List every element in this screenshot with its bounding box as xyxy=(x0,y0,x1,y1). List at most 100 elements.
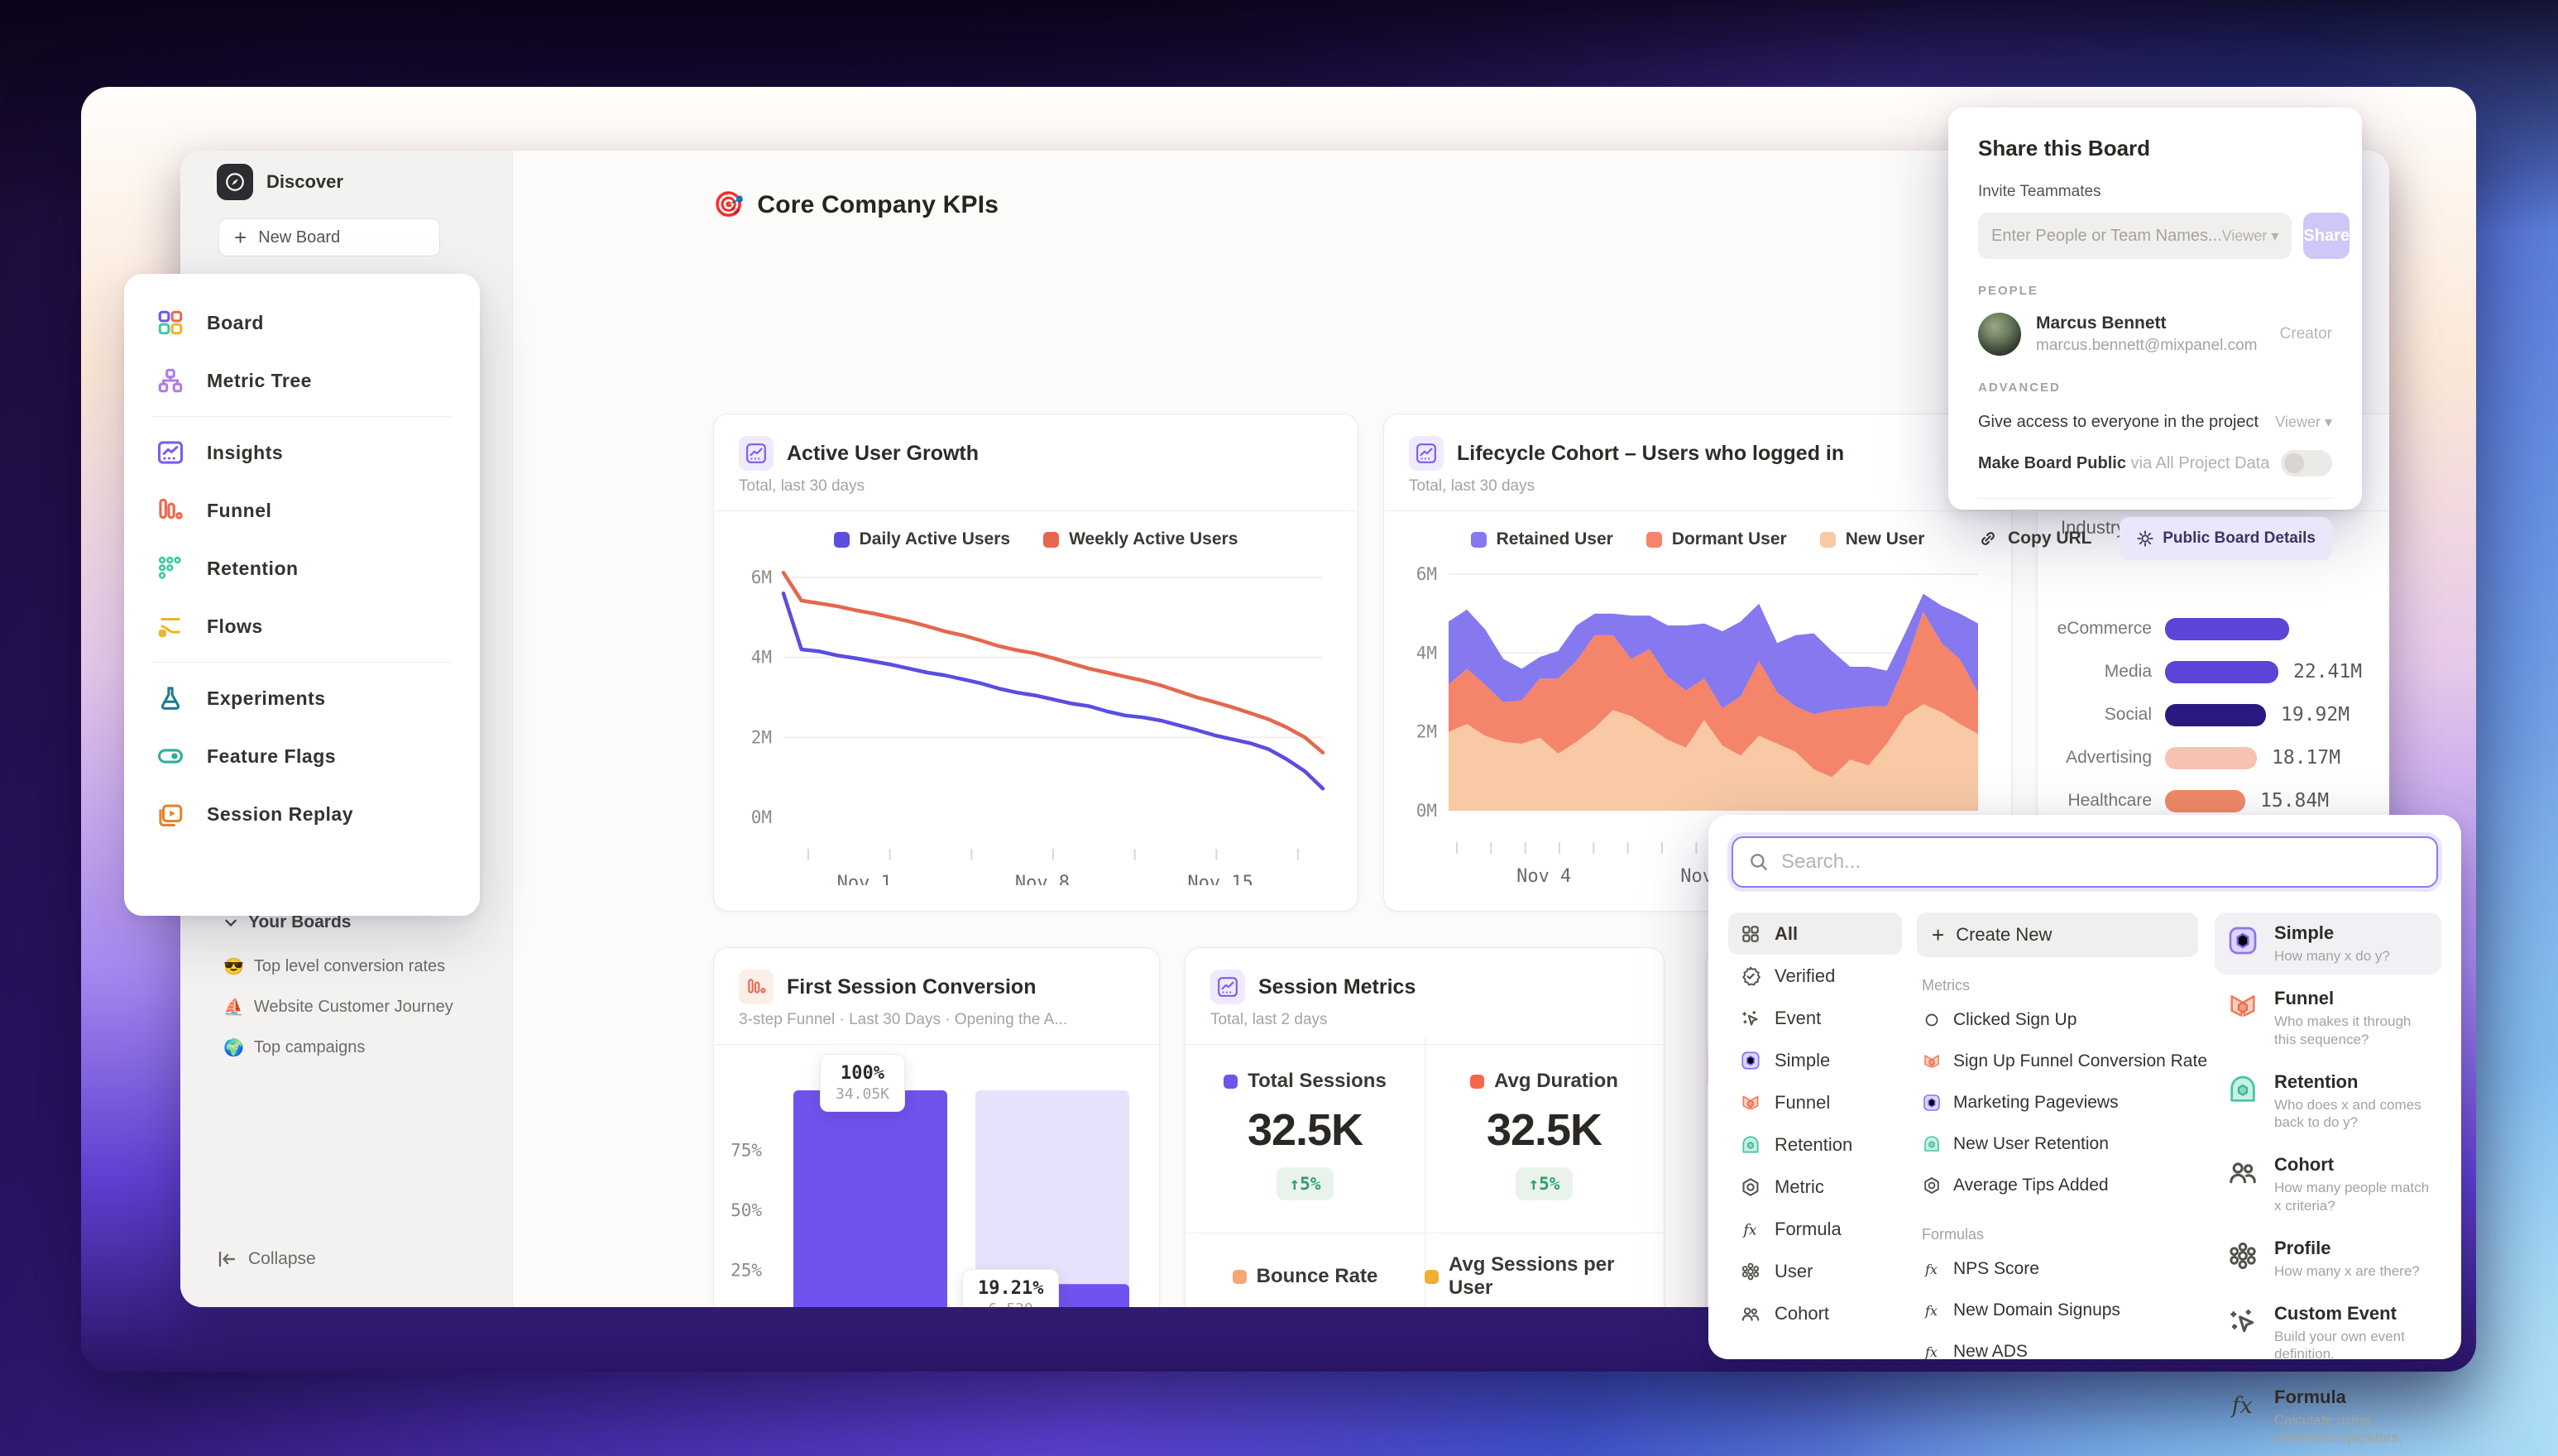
legend-item[interactable]: Daily Active Users xyxy=(833,529,1010,549)
industry-value: 15.84M xyxy=(2260,790,2330,812)
filter-simple[interactable]: Simple xyxy=(1728,1039,1902,1081)
board-emoji-icon: 🌍 xyxy=(223,1039,244,1057)
industry-row-advertising[interactable]: Advertising 18.17M xyxy=(2066,746,2341,769)
metric-value: 32.5K xyxy=(1486,1105,1602,1155)
funnel-icon xyxy=(152,492,189,529)
retention-tile-icon xyxy=(1922,1134,1942,1154)
industry-row-social[interactable]: Social 19.92M xyxy=(2104,703,2350,726)
svg-text:4M: 4M xyxy=(1416,643,1437,663)
create-new-button[interactable]: + Create New xyxy=(1917,912,2198,957)
legend-swatch xyxy=(833,531,850,548)
filter-verified[interactable]: Verified xyxy=(1728,955,1902,997)
metric-swatch xyxy=(1224,1074,1238,1089)
metric-item[interactable]: Clicked Sign Up xyxy=(1917,999,2198,1041)
viewer-dropdown[interactable]: Viewer ▾ xyxy=(2275,414,2332,430)
type-profile[interactable]: Profile How many x are there? xyxy=(2215,1228,2441,1290)
type-simple[interactable]: Simple How many x do y? xyxy=(2215,912,2441,975)
card-subtitle: Total, last 30 days xyxy=(1409,477,1535,495)
nav-item-feature-flags[interactable]: Feature Flags xyxy=(124,727,480,785)
collapse-button[interactable]: Collapse xyxy=(217,1249,316,1269)
people-section-label: PEOPLE xyxy=(1978,284,2038,298)
industry-row-media[interactable]: Media 22.41M xyxy=(2104,660,2363,683)
insights-icon xyxy=(156,438,184,467)
person-email: marcus.bennett@mixpanel.com xyxy=(2036,337,2258,354)
card-active-user-growth: Active User Growth Total, last 30 days D… xyxy=(713,414,1358,912)
industry-row-ecommerce[interactable]: eCommerce xyxy=(2038,612,2389,645)
legend-item[interactable]: New User xyxy=(1819,529,1924,549)
type-retention[interactable]: Retention Who does x and comes back to do… xyxy=(2215,1061,2441,1142)
filter-retention[interactable]: Retention xyxy=(1728,1123,1902,1166)
nav-item-metric-tree[interactable]: Metric Tree xyxy=(124,352,480,410)
filter-user[interactable]: User xyxy=(1728,1250,1902,1292)
svg-text:2M: 2M xyxy=(1416,722,1437,742)
formula-item[interactable]: fx New ADS xyxy=(1917,1331,2198,1372)
metric-item[interactable]: New User Retention xyxy=(1917,1123,2198,1165)
sidebar-item-discover[interactable]: Discover xyxy=(217,164,343,200)
nav-item-experiments[interactable]: Experiments xyxy=(124,669,480,727)
svg-text:2M: 2M xyxy=(751,727,772,747)
nav-item-board[interactable]: Board xyxy=(124,294,480,352)
funnel-chart-icon xyxy=(739,970,774,1004)
type-formula[interactable]: fx Formula Calculate using arithmetic oper… xyxy=(2215,1377,2441,1456)
nav-item-insights[interactable]: Insights xyxy=(124,424,480,481)
invite-input[interactable]: Enter People or Team Names... Viewer ▾ xyxy=(1978,213,2292,259)
your-boards-header[interactable]: Your Boards xyxy=(223,912,351,932)
industry-value: 19.92M xyxy=(2281,704,2350,726)
metric-tile-1[interactable]: Total Sessions 32.5K ↑5% xyxy=(1186,1037,1425,1233)
public-board-details-button[interactable]: Public Board Details xyxy=(2120,517,2332,560)
industry-bar xyxy=(2165,617,2289,640)
filter-all[interactable]: All xyxy=(1728,912,1902,955)
viewer-dropdown[interactable]: Viewer ▾ xyxy=(2221,227,2279,244)
metric-swatch xyxy=(1425,1269,1439,1284)
nav-item-flows[interactable]: Flows xyxy=(124,597,480,655)
metric-item[interactable]: Marketing Pageviews xyxy=(1917,1082,2198,1123)
formula-item[interactable]: fx New Domain Signups xyxy=(1917,1290,2198,1331)
metric-item[interactable]: Sign Up Funnel Conversion Rate xyxy=(1917,1041,2207,1082)
type-funnel[interactable]: Funnel Who makes it through this sequence… xyxy=(2215,978,2441,1058)
filter-cohort[interactable]: Cohort xyxy=(1728,1292,1902,1334)
sidebar-board-item[interactable]: 😎 Top level conversion rates xyxy=(223,957,446,976)
conversion-funnel-chart[interactable]: 0%25%50%75%1 App Open2 View Product xyxy=(714,1045,1159,1307)
share-button[interactable]: Share xyxy=(2303,213,2350,259)
filter-metric[interactable]: Metric xyxy=(1728,1166,1902,1208)
metric-tile-3[interactable]: Bounce Rate 32.5K ↑5% xyxy=(1186,1233,1425,1307)
chart-legend: Retained User Dormant User New User xyxy=(1384,529,2011,549)
board-grid-icon xyxy=(152,304,189,341)
svg-text:75%: 75% xyxy=(731,1141,762,1161)
industry-value: 18.17M xyxy=(2272,747,2341,769)
sidebar-board-item[interactable]: 🌍 Top campaigns xyxy=(223,1038,366,1057)
metric-tile-2[interactable]: Avg Duration 32.5K ↑5% xyxy=(1425,1037,1664,1233)
nav-item-funnel[interactable]: Funnel xyxy=(124,481,480,539)
sidebar-board-item[interactable]: ⛵ Website Customer Journey xyxy=(223,998,453,1017)
card-session-metrics: Session Metrics Total, last 2 days Total… xyxy=(1185,947,1665,1307)
search-input[interactable]: Search... xyxy=(1732,836,2438,888)
make-public-toggle[interactable] xyxy=(2281,450,2332,477)
access-row-label: Give access to everyone in the project xyxy=(1978,413,2259,431)
formula-item[interactable]: fx NPS Score xyxy=(1917,1248,2198,1290)
funnel-tooltip: 19.21% 6,539 xyxy=(962,1269,1060,1307)
nav-item-retention[interactable]: Retention xyxy=(124,539,480,597)
svg-text:fx: fx xyxy=(1924,1303,1938,1319)
new-board-button[interactable]: + New Board xyxy=(218,218,440,256)
industry-row-healthcare[interactable]: Healthcare 15.84M xyxy=(2067,789,2330,812)
legend-item[interactable]: Dormant User xyxy=(1645,529,1787,549)
filter-funnel[interactable]: Funnel xyxy=(1728,1081,1902,1123)
simple-tile-icon xyxy=(2226,924,2259,957)
type-cohort[interactable]: Cohort How many people match x criteria? xyxy=(2215,1144,2441,1224)
card-subtitle: 3-step Funnel · Last 30 Days · Opening t… xyxy=(739,1011,1068,1028)
copy-url-button[interactable]: Copy URL xyxy=(1978,529,2092,548)
type-custom-event[interactable]: Custom Event Build your own event definit… xyxy=(2215,1293,2441,1373)
legend-item[interactable]: Weekly Active Users xyxy=(1043,529,1238,549)
svg-text:0M: 0M xyxy=(1416,801,1437,821)
nav-item-session-replay[interactable]: Session Replay xyxy=(124,785,480,843)
legend-item[interactable]: Retained User xyxy=(1470,529,1613,549)
filter-event[interactable]: Event xyxy=(1728,997,1902,1039)
divider xyxy=(152,416,452,417)
metric-item[interactable]: Average Tips Added xyxy=(1917,1165,2198,1206)
card-subtitle: Total, last 30 days xyxy=(739,477,865,495)
filter-formula[interactable]: fx Formula xyxy=(1728,1208,1902,1250)
metric-tile-4[interactable]: Avg Sessions per User 32.5K ↑5% xyxy=(1425,1233,1664,1307)
active-user-growth-chart[interactable]: 0M 2M 4M 6M Nov 1 Nov 8 Nov 15 xyxy=(731,554,1343,885)
user-icon xyxy=(2226,1239,2259,1272)
